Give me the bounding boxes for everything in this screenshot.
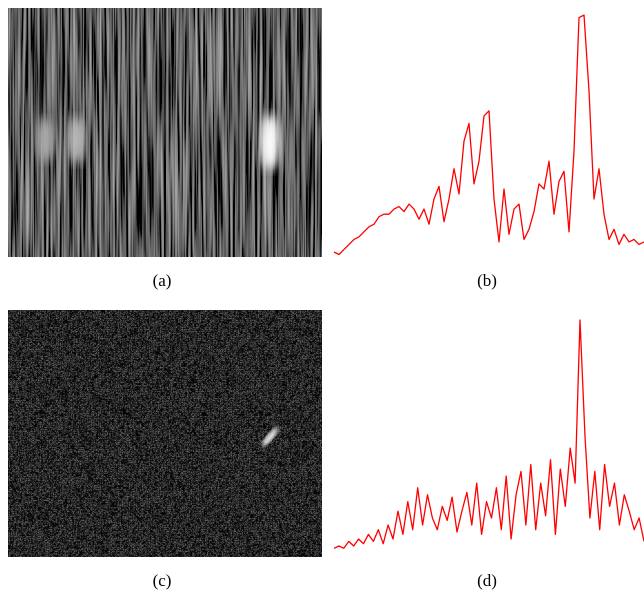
caption: (c) (153, 571, 172, 590)
caption: (a) (153, 271, 172, 290)
line (333, 14, 644, 256)
caption: (b) (477, 271, 497, 290)
image-c (8, 310, 322, 557)
caption: (d) (477, 571, 497, 590)
image-a (8, 8, 322, 257)
line (333, 319, 644, 549)
